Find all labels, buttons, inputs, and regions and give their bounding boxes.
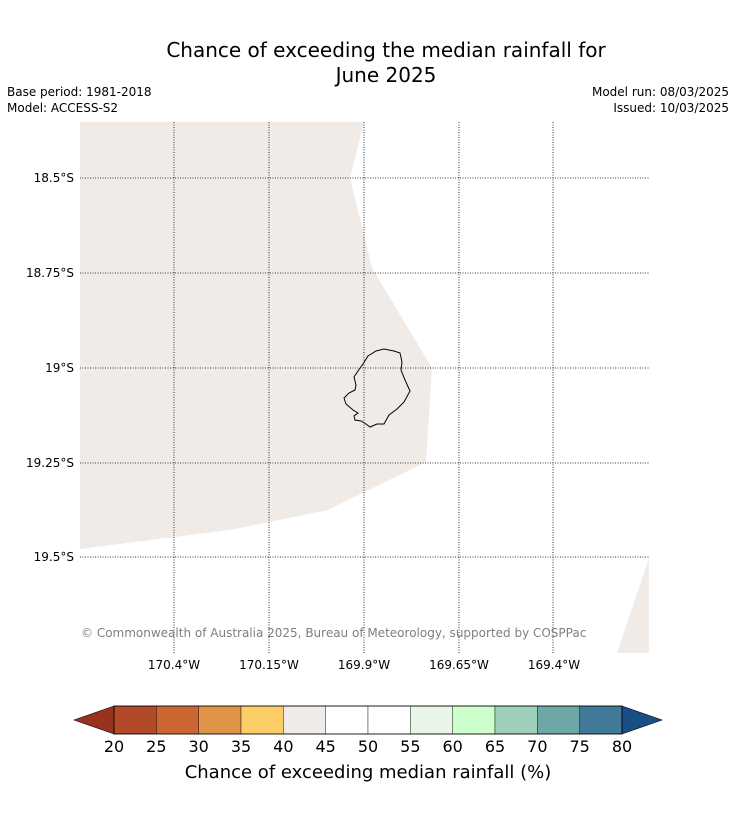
model-text: Model: ACCESS-S2	[7, 101, 119, 115]
colorbar-tick-label: 75	[569, 737, 589, 756]
lat-label-19-25: 19.25°S	[26, 456, 74, 470]
colorbar-tick-label: 25	[146, 737, 166, 756]
colorbar-segment	[240, 705, 284, 735]
probability-region-40-45	[80, 122, 432, 549]
colorbar-segment	[494, 705, 538, 735]
colorbar-tick-label: 45	[315, 737, 335, 756]
lat-label-19-5: 19.5°S	[34, 550, 74, 564]
meta-left: Base period: 1981-2018 Model: ACCESS-S2	[7, 84, 152, 116]
colorbar-segment	[156, 705, 199, 735]
colorbar-segment	[579, 705, 623, 735]
colorbar-segment	[198, 705, 242, 735]
colorbar-tick-label: 40	[273, 737, 293, 756]
lon-label-170-15: 170.15°W	[239, 658, 299, 672]
colorbar: 20 25 30 35 40 45 50 55 60 65 70 75 80 Chance of exc…	[73, 705, 663, 783]
map-title-line2: June 2025	[335, 63, 437, 87]
colorbar-over-arrow	[621, 705, 663, 735]
lat-label-18-5: 18.5°S	[34, 171, 74, 185]
colorbar-tick-label: 20	[104, 737, 124, 756]
colorbar-segment	[367, 705, 411, 735]
colorbar-under-arrow	[73, 705, 115, 735]
copyright-text: © Commonwealth of Australia 2025, Bureau…	[81, 626, 586, 640]
colorbar-segment	[410, 705, 453, 735]
colorbar-segment	[283, 705, 326, 735]
island-outline	[343, 348, 411, 428]
colorbar-title: Chance of exceeding median rainfall (%)	[185, 762, 552, 783]
colorbar-tick-label: 30	[188, 737, 208, 756]
lon-label-170-4: 170.4°W	[148, 658, 200, 672]
lon-label-169-65: 169.65°W	[429, 658, 489, 672]
colorbar-tick-label: 50	[358, 737, 378, 756]
colorbar-tick-label: 60	[442, 737, 462, 756]
colorbar-tick-label: 35	[231, 737, 251, 756]
model-run-text: Model run: 08/03/2025	[591, 85, 729, 99]
map-title-line1: Chance of exceeding the median rainfall …	[166, 38, 606, 62]
colorbar-segment	[113, 705, 157, 735]
probability-region-corner	[617, 558, 649, 653]
issued-text: Issued: 10/03/2025	[613, 101, 729, 115]
colorbar-outline	[113, 705, 623, 735]
colorbar-tick-label: 70	[527, 737, 547, 756]
map-title: Chance of exceeding the median rainfall …	[0, 38, 736, 88]
colorbar-segment	[537, 705, 580, 735]
colorbar-tick-label: 65	[485, 737, 505, 756]
gridlines	[80, 122, 649, 653]
colorbar-tick-label: 55	[400, 737, 420, 756]
lon-label-169-4: 169.4°W	[528, 658, 580, 672]
lat-label-18-75: 18.75°S	[26, 266, 74, 280]
meta-right: Model run: 08/03/2025 Issued: 10/03/2025	[592, 84, 729, 116]
colorbar-tick-label: 80	[612, 737, 632, 756]
colorbar-segment	[325, 705, 369, 735]
lon-label-169-9: 169.9°W	[338, 658, 390, 672]
colorbar-segment	[452, 705, 496, 735]
colorbar-ticks: 20 25 30 35 40 45 50 55 60 65 70 75 80	[104, 737, 632, 756]
lat-label-19: 19°S	[45, 361, 74, 375]
colorbar-segments	[113, 705, 623, 735]
base-period-text: Base period: 1981-2018	[7, 85, 152, 99]
